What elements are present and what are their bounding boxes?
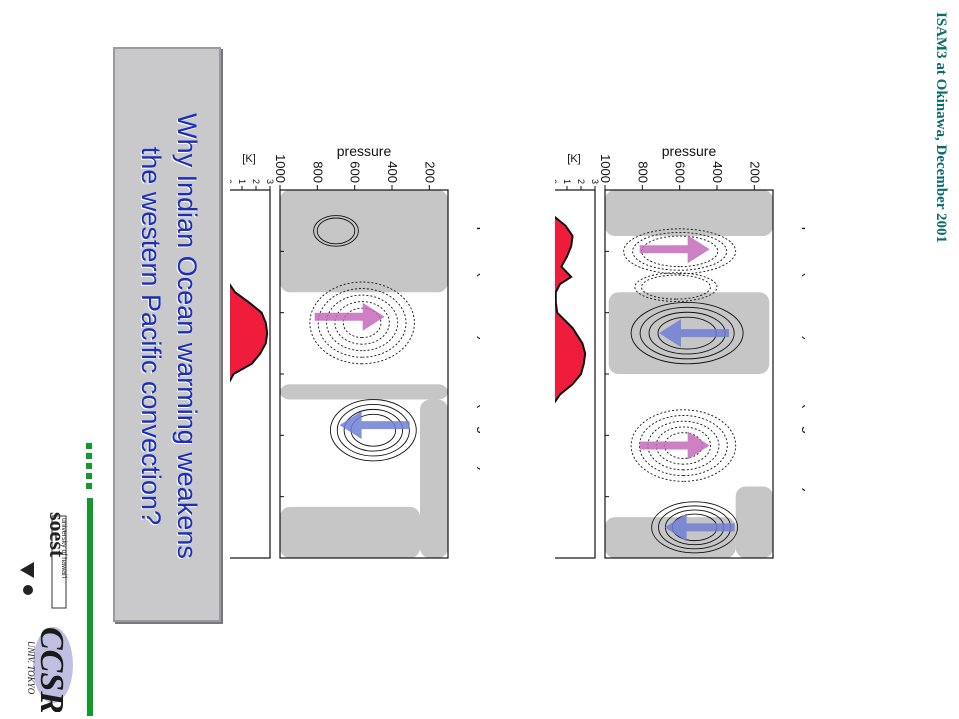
a-contour-0-0: [309, 281, 415, 365]
a-contour-1-0: [329, 399, 417, 462]
a-ylabel: pressure: [337, 148, 392, 159]
a-shade-2: [420, 399, 448, 558]
chart-panel-region-1: ω response (10S-10N) to SSTA ( region I …: [230, 148, 480, 568]
a-contour-0-1: [317, 288, 407, 358]
b-shade-2: [735, 486, 773, 559]
b-contour-1-0: [630, 301, 744, 365]
conference-header: ISAM3 at Okinawa, December 2001: [933, 12, 949, 243]
b-contour-3-0: [651, 501, 738, 554]
chart-region-1-3-svg: ω response (10S-10N) to SSTA ( region I−…: [555, 148, 805, 559]
a-shade-4: [280, 190, 308, 221]
green-bar: [87, 498, 93, 716]
a-ytick-label-1: 400: [385, 161, 400, 183]
a-contour-0-2: [326, 294, 399, 352]
a-ytick-label-0: 200: [422, 161, 437, 183]
a-strip-ytick-label-0: 3: [265, 179, 275, 184]
b-contour-1-1: [639, 306, 735, 360]
b-strip-ytick-label-2: 1: [562, 179, 572, 184]
title-line-1: Why Indian Ocean warming weakens: [172, 113, 202, 559]
soest-logo-subtext: university of hawai'i: [60, 518, 67, 579]
a-arrow-1: [339, 411, 410, 440]
ccsr-logo: CCSR UNIV. TOKYO: [14, 622, 76, 714]
a-shade-3: [280, 506, 420, 558]
a-strip-ylabel: [K]: [242, 153, 255, 165]
a-plot-group: 200 400 600 800 1000 pressure 3210 [K]: [230, 148, 449, 559]
a-contour-1-2: [343, 408, 403, 452]
a-ytick-label-4: 1000: [273, 154, 288, 183]
b-arrow-1: [659, 319, 729, 348]
b-strip-ytick-label-1: 2: [576, 179, 586, 184]
a-arrow-0: [314, 302, 385, 331]
a-ytick-label-2: 600: [348, 161, 363, 183]
a-contour-2-1: [316, 217, 356, 245]
title-box: Why Indian Ocean warming weakens the wes…: [113, 47, 221, 622]
green-dot-column: [82, 440, 96, 494]
b-contour-0-0: [623, 228, 737, 275]
a-strip-frame: [230, 189, 271, 559]
a-shade-1: [280, 384, 448, 400]
b-ytick-label-1: 400: [710, 161, 725, 183]
soest-logo-text: soest: [45, 512, 70, 558]
a-ytick-label-3: 800: [310, 161, 325, 183]
b-arrow-0: [639, 235, 710, 264]
title-line-2: the western Pacific convection?: [136, 146, 166, 526]
ccsr-logo-text: CCSR: [33, 627, 70, 712]
b-contour-0-1: [632, 231, 728, 271]
a-strip-ytick-label-1: 2: [251, 179, 261, 184]
a-contour-1-1: [336, 404, 410, 457]
b-shade-0: [605, 190, 773, 236]
b-arrow-3: [664, 513, 735, 542]
a-strip-ytick-label-2: 1: [237, 179, 247, 184]
b-title: ω response (10S-10N) to SSTA ( region I−…: [801, 190, 805, 493]
b-ytick-label-3: 800: [635, 161, 650, 183]
b-ylabel: pressure: [662, 148, 717, 159]
a-contour-0-4: [342, 307, 382, 339]
b-ytick-label-2: 600: [673, 161, 688, 183]
chart-panel-region-1-3: ω response (10S-10N) to SSTA ( region I−…: [555, 148, 805, 568]
soest-logo: soest university of hawai'i: [14, 510, 70, 614]
b-strip-ytick-label-3: 0: [555, 179, 558, 184]
chart-region-1-svg: ω response (10S-10N) to SSTA ( region I …: [230, 148, 480, 559]
a-sst-area: [230, 190, 269, 558]
b-contour-2-2: [647, 420, 720, 471]
a-contour-0-3: [334, 301, 390, 345]
b-strip-ylabel: [K]: [567, 153, 580, 165]
a-title: ω response (10S-10N) to SSTA ( region I …: [476, 190, 480, 472]
b-ytick-label-0: 200: [747, 161, 762, 183]
a-shade-0: [280, 190, 448, 293]
a-contour-2-0: [313, 215, 359, 247]
a-strip-ytick-label-3: 0: [230, 179, 233, 184]
ccsr-logo-subtext: UNIV. TOKYO: [26, 641, 36, 695]
b-sst-area: [555, 190, 587, 558]
b-strip-ytick-label-0: 3: [590, 179, 600, 184]
b-ytick-label-4: 1000: [598, 154, 613, 183]
b-arrow-2: [639, 431, 710, 460]
b-plot-group: 2004006008001000pressure3210[K]060E120E1…: [555, 148, 774, 559]
slide-title: Why Indian Ocean warming weakens the wes…: [133, 56, 205, 616]
